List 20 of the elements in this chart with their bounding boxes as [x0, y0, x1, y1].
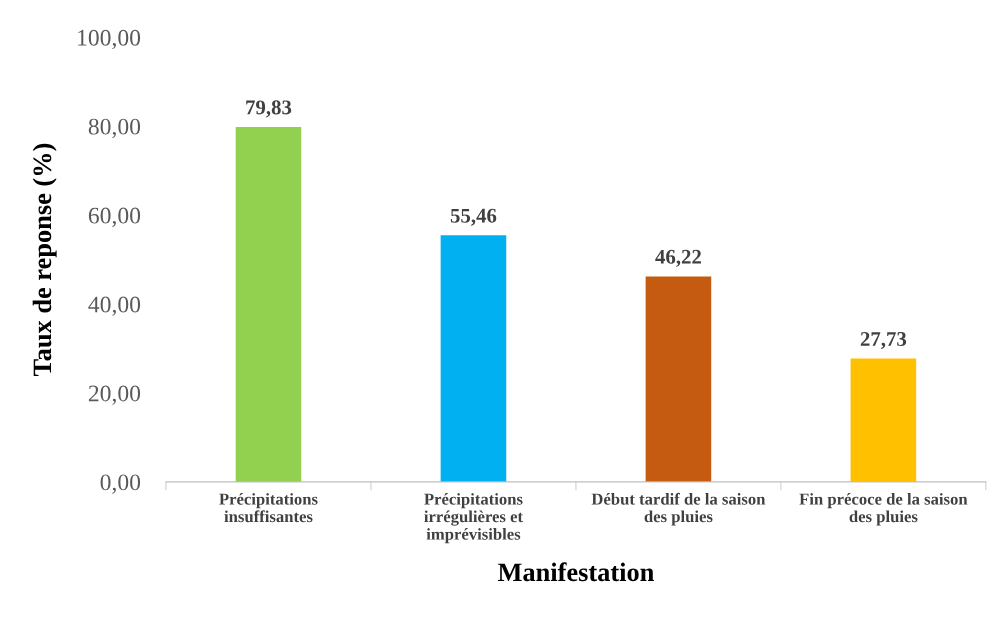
x-tick-label: Précipitations insuffisantes [219, 493, 318, 523]
y-tick-label: 80,00 [88, 118, 141, 139]
y-tick-label: 100,00 [78, 29, 141, 50]
data-label: 46,22 [655, 249, 701, 267]
bar [440, 235, 507, 482]
bar [645, 276, 712, 482]
x-tick-label: Précipitations irrégulières et imprévisibles [424, 493, 523, 544]
bar [235, 126, 302, 482]
data-label: 79,83 [246, 100, 292, 118]
x-axis-title: Manifestation [497, 562, 654, 582]
x-tick-label: Fin précoce de la saison des pluies [799, 493, 968, 526]
data-label: 27,73 [860, 332, 907, 350]
x-tick-label: Début tardif de la saison des pluies [591, 492, 766, 526]
y-axis-title: Taux de reponse (%) [32, 143, 57, 377]
y-tick-label: 20,00 [88, 385, 141, 405]
y-tick-label: 40,00 [88, 296, 141, 316]
data-label: 55,46 [450, 208, 497, 226]
y-tick-label: 0,00 [100, 474, 141, 494]
y-tick-label: 60,00 [88, 207, 141, 227]
bar [850, 358, 917, 482]
